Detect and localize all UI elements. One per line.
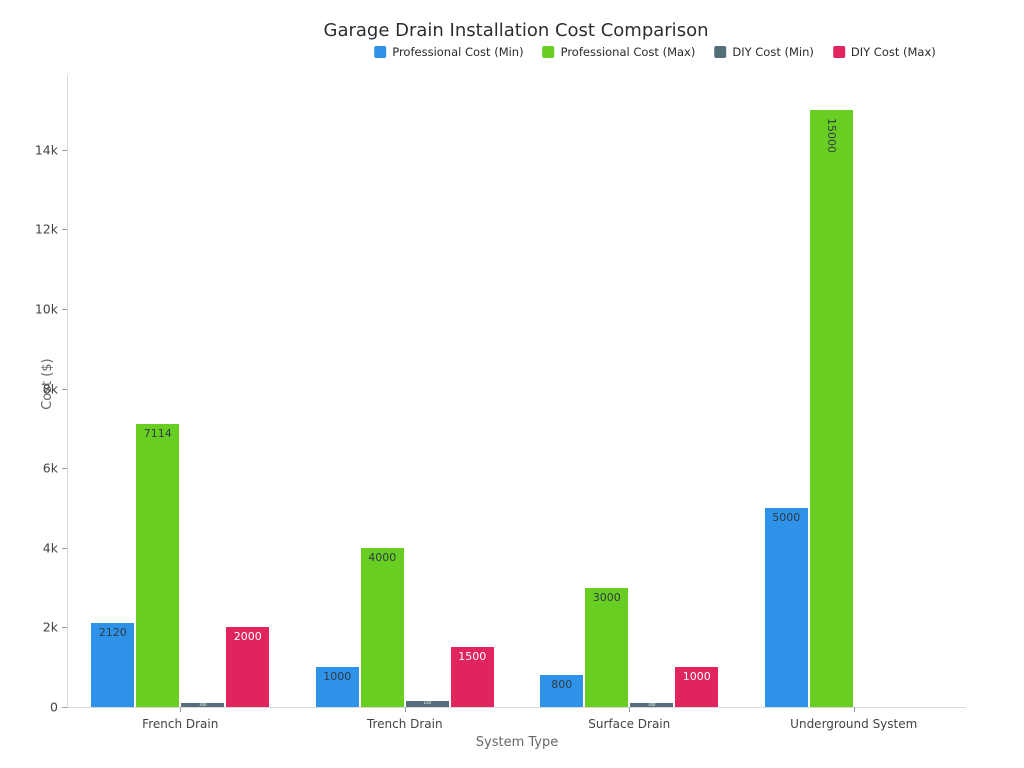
y-tick-mark xyxy=(62,309,67,310)
y-tick-label: 12k xyxy=(34,221,58,237)
y-tick-label: 6k xyxy=(42,460,58,476)
x-tick-label: Surface Drain xyxy=(588,717,671,731)
x-tick-label: Trench Drain xyxy=(366,717,443,731)
bar-value-label: 4000 xyxy=(368,550,397,564)
y-tick-mark xyxy=(62,149,67,151)
bar-value-label: 2000 xyxy=(233,630,262,644)
bar-value-label: 2120 xyxy=(98,625,127,639)
x-tick-label: French Drain xyxy=(142,717,219,731)
bar-value-label: 100 xyxy=(198,702,207,708)
legend: Professional Cost (Min) Professional Cost… xyxy=(374,45,936,59)
plot-area: Cost ($) System Type 0 2k 4k 6k 8k 10k 12k 14k F… xyxy=(35,75,966,750)
y-tick-mark xyxy=(62,627,67,629)
bar-1-2[interactable]: 3000 xyxy=(585,587,629,707)
legend-label: DIY Cost (Min) xyxy=(732,45,814,59)
bar-3-1[interactable]: 1500 xyxy=(450,647,494,707)
legend-swatch-icon xyxy=(374,46,387,58)
legend-label: Professional Cost (Min) xyxy=(392,45,524,59)
legend-label: DIY Cost (Max) xyxy=(850,45,936,59)
bar-value-label: 1500 xyxy=(458,650,487,664)
x-axis-title: System Type xyxy=(475,735,559,750)
y-tick-label: 8k xyxy=(42,381,58,397)
x-tick-mark xyxy=(180,707,182,712)
bar-0-2[interactable]: 800 xyxy=(540,675,584,707)
bar-value-label: 1000 xyxy=(323,670,352,684)
bar-1-3[interactable]: 15000 xyxy=(809,110,853,707)
legend-item-0[interactable]: Professional Cost (Min) xyxy=(374,45,524,59)
legend-swatch-icon xyxy=(714,46,727,58)
bar-1-1[interactable]: 4000 xyxy=(360,547,404,707)
chart-title: Garage Drain Installation Cost Compariso… xyxy=(323,20,709,41)
bar-2-2[interactable]: 100 xyxy=(630,702,674,708)
bar-value-label: 150 xyxy=(423,700,432,706)
legend-swatch-icon xyxy=(832,46,845,58)
bar-value-label: 1000 xyxy=(682,670,711,684)
x-tick-label: Underground System xyxy=(790,717,918,731)
bar-2-0[interactable]: 100 xyxy=(181,702,225,708)
y-tick-label: 4k xyxy=(42,540,58,556)
bar-value-label: 100 xyxy=(647,702,656,708)
bar-1-0[interactable]: 7114 xyxy=(136,423,180,707)
y-tick-mark xyxy=(62,547,67,549)
x-tick-mark xyxy=(853,707,855,712)
bar-value-label: 800 xyxy=(551,678,573,692)
y-tick-label: 14k xyxy=(34,142,58,158)
legend-item-3[interactable]: DIY Cost (Max) xyxy=(832,45,936,59)
bar-value-label: 7114 xyxy=(143,426,172,440)
bar-value-label: 3000 xyxy=(592,590,621,604)
bar-value-label: 15000 xyxy=(824,118,838,154)
y-tick-mark xyxy=(62,707,67,708)
legend-label: Professional Cost (Max) xyxy=(560,45,696,59)
legend-item-1[interactable]: Professional Cost (Max) xyxy=(542,45,696,59)
bar-value-label: 5000 xyxy=(772,511,801,525)
y-tick-label: 2k xyxy=(42,619,58,635)
bar-2-1[interactable]: 150 xyxy=(405,700,449,707)
bar-3-0[interactable]: 2000 xyxy=(226,627,270,707)
legend-item-2[interactable]: DIY Cost (Min) xyxy=(714,45,814,59)
y-tick-mark xyxy=(62,229,67,231)
y-tick-label: 0 xyxy=(50,699,58,715)
bar-0-0[interactable]: 2120 xyxy=(91,622,135,707)
y-tick-mark xyxy=(62,468,67,470)
bar-0-3[interactable]: 5000 xyxy=(764,508,808,707)
y-tick-label: 10k xyxy=(34,301,58,317)
bar-3-2[interactable]: 1000 xyxy=(675,667,719,707)
bar-0-1[interactable]: 1000 xyxy=(315,667,359,707)
y-tick-mark xyxy=(62,388,67,390)
legend-swatch-icon xyxy=(542,46,555,58)
x-tick-mark xyxy=(629,707,631,712)
x-tick-mark xyxy=(404,707,406,712)
